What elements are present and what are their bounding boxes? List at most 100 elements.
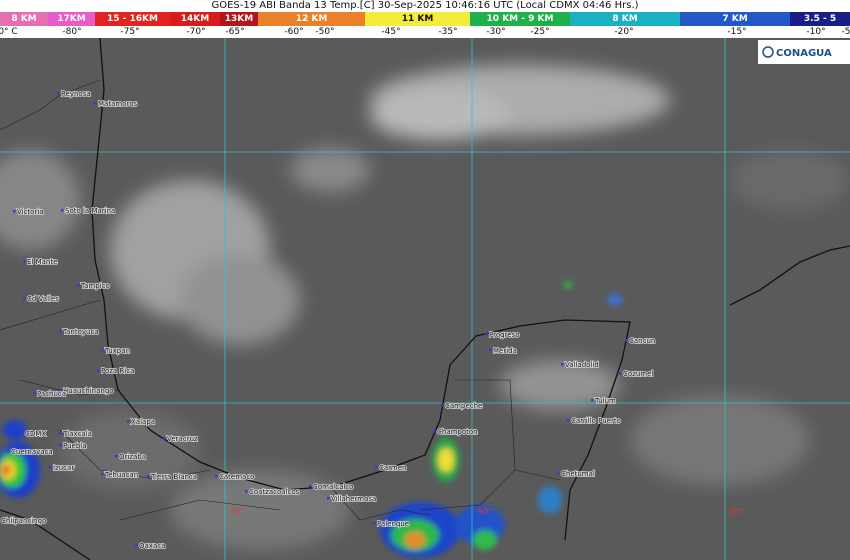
city-marker [127,420,130,423]
city-label: Reynosa [61,90,91,98]
city-label: Progreso [489,331,520,339]
city-marker [59,444,62,447]
city-label: Tulum [594,397,616,405]
temp-label: -75° [120,27,140,37]
city-marker [23,260,26,263]
temp-label: 0° C [0,27,18,37]
scale-segment: 8 KM [570,12,680,26]
city-marker [33,392,36,395]
city-marker [245,490,248,493]
city-marker [101,473,104,476]
city-marker [375,466,378,469]
scale-segment: 17KM [48,12,95,26]
city-marker [135,544,138,547]
city-label: Veracruz [167,435,198,443]
city-label: Merida [493,347,517,355]
scale-segment: 7 KM [680,12,790,26]
city-marker [77,284,80,287]
temp-label: -35° [438,27,458,37]
city-label: Orizaba [119,453,146,461]
city-label: Valladolid [565,361,599,369]
city-label: CDMX [25,430,46,438]
city-marker [13,210,16,213]
city-label: Matamoros [98,100,137,108]
city-marker [94,102,97,105]
scale-segment: 10 KM - 9 KM [470,12,570,26]
city-marker [59,432,62,435]
city-marker [327,497,330,500]
city-label: Chilpancingo [1,517,46,525]
city-label: Catemaco [219,473,254,481]
temp-label: -65° [225,27,245,37]
city-label: Oaxaca [139,542,165,550]
city-label: Tuxpan [104,347,130,355]
city-label: Victoria [17,208,44,216]
city-marker [441,404,444,407]
grid-label: -85° [728,507,745,516]
city-marker [433,430,436,433]
city-label: Villahermosa [331,495,376,503]
city-label: Tantoyuca [62,328,99,336]
city-label: Pachuca [37,390,66,398]
city-label: Chetumal [561,470,595,478]
city-label: Palenque [377,520,409,528]
city-label: Carmen [379,464,407,472]
city-label: Cuernavaca [11,448,53,456]
temp-label: -45° [381,27,401,37]
grid-label: -90° [475,507,492,516]
color-scale: 8 KM 17KM 15 - 16KM 14KM 13KM 12 KM 11 KM 10 KM… [0,12,850,26]
scale-segment: 13KM [220,12,258,26]
city-label: Puebla [63,442,87,450]
temp-label: -5 [841,27,850,37]
city-marker [373,522,376,525]
temp-label: -10° [806,27,826,37]
city-marker [215,475,218,478]
city-marker [561,363,564,366]
satellite-map: CONAGUA Reynosa Matamoros Victoria Soto la … [0,38,850,560]
city-marker [115,455,118,458]
city-marker [557,472,560,475]
city-marker [567,419,570,422]
scale-segment: 15 - 16KM [95,12,170,26]
city-label: Campeche [445,402,482,410]
city-label: Tierra Blanca [150,473,197,481]
city-marker [59,330,62,333]
city-marker [97,369,100,372]
temp-label: -30° [486,27,506,37]
city-label: Tehuacan [104,471,138,479]
temp-label: -15° [727,27,747,37]
city-marker [7,450,10,453]
scale-segment: 3.5 - 5 [790,12,850,26]
temp-label: -50° [315,27,335,37]
city-marker [619,372,622,375]
city-marker [61,209,64,212]
grid-label: -95° [228,507,245,516]
city-marker [489,349,492,352]
city-label: Cancun [629,337,655,345]
city-marker [163,437,166,440]
scale-segment: 12 KM [258,12,365,26]
scale-segment: 14KM [170,12,220,26]
city-marker [309,485,312,488]
logo-text: CONAGUA [776,48,832,59]
temp-label: -80° [62,27,82,37]
city-label: Huauchinango [63,387,114,395]
city-label: Izucar [53,464,74,472]
city-label: Coatzacoalcos [249,488,300,496]
city-label: Poza Rica [101,367,134,375]
city-marker [57,92,60,95]
city-label: Tlaxcala [62,430,92,438]
scale-segment: 11 KM [365,12,470,26]
city-label: Tampico [80,282,110,290]
temp-label: -60° [284,27,304,37]
city-label: El Mante [27,258,57,266]
city-marker [23,297,26,300]
city-marker [101,349,104,352]
temp-label: -20° [614,27,634,37]
city-marker [59,389,62,392]
logo-icon [762,46,774,58]
city-label: Carrillo Puerto [571,417,621,425]
city-label: Cd Valles [27,295,59,303]
city-marker [49,466,52,469]
